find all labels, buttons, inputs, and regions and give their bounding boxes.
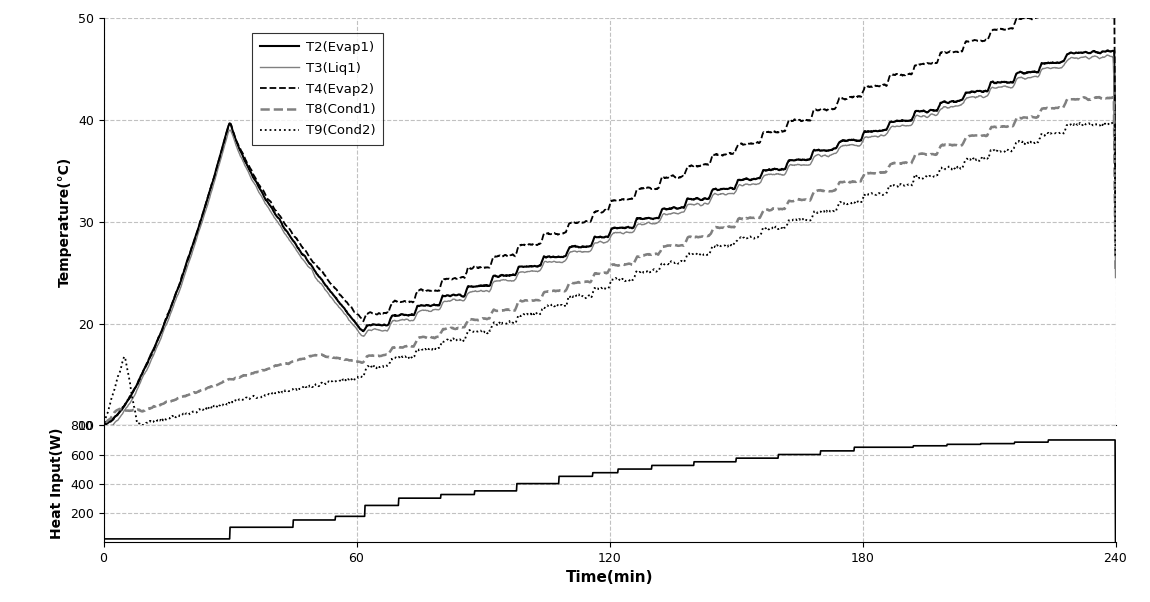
T8(Cond1) [555, 287, 569, 294]
X-axis label: Time(min): Time(min) [566, 570, 653, 585]
T9(Cond2) [953, 165, 967, 172]
Line: T9(Cond2): T9(Cond2) [104, 123, 1116, 476]
T9(Cond2) [207, 402, 221, 409]
T8(Cond1) [207, 382, 221, 389]
T3(Liq1) [175, 281, 189, 288]
T9(Cond2) [97, 472, 110, 479]
T3(Liq1) [97, 491, 110, 498]
T4(Evap2) [1109, 190, 1122, 197]
T2(Evap1) [124, 391, 138, 399]
T9(Cond2) [1109, 255, 1122, 262]
T3(Liq1) [1101, 51, 1114, 58]
T9(Cond2) [175, 411, 189, 418]
T2(Evap1) [175, 276, 189, 283]
T8(Cond1) [1109, 265, 1122, 273]
T3(Liq1) [1109, 274, 1122, 281]
T4(Evap2) [175, 274, 189, 281]
Line: T2(Evap1): T2(Evap1) [104, 51, 1116, 475]
T9(Cond2) [236, 396, 250, 403]
T4(Evap2) [953, 48, 967, 55]
T8(Cond1) [1092, 93, 1106, 101]
T2(Evap1) [207, 172, 221, 179]
Line: T8(Cond1): T8(Cond1) [104, 97, 1116, 476]
T3(Liq1) [953, 101, 967, 108]
T8(Cond1) [124, 407, 138, 414]
T3(Liq1) [124, 397, 138, 405]
T8(Cond1) [953, 142, 967, 149]
T2(Evap1) [236, 152, 250, 159]
Line: T3(Liq1): T3(Liq1) [104, 55, 1116, 494]
T9(Cond2) [124, 388, 138, 396]
T3(Liq1) [236, 157, 250, 164]
T2(Evap1) [555, 253, 569, 261]
T3(Liq1) [207, 178, 221, 185]
Legend: T2(Evap1), T3(Liq1), T4(Evap2), T8(Cond1), T9(Cond2): T2(Evap1), T3(Liq1), T4(Evap2), T8(Cond1… [252, 33, 383, 145]
T4(Evap2) [124, 391, 138, 398]
T9(Cond2) [555, 302, 569, 309]
T3(Liq1) [555, 259, 569, 266]
T4(Evap2) [236, 150, 250, 157]
T8(Cond1) [236, 372, 250, 379]
T2(Evap1) [953, 96, 967, 104]
T2(Evap1) [97, 471, 110, 479]
T4(Evap2) [555, 230, 569, 237]
T8(Cond1) [175, 393, 189, 400]
Y-axis label: Heat Input(W): Heat Input(W) [51, 428, 64, 539]
T9(Cond2) [1106, 119, 1120, 126]
T2(Evap1) [1109, 226, 1122, 233]
T8(Cond1) [97, 472, 110, 479]
T4(Evap2) [207, 172, 221, 179]
Y-axis label: Temperature(°C): Temperature(°C) [59, 157, 72, 287]
T2(Evap1) [1101, 47, 1114, 54]
Line: T4(Evap2): T4(Evap2) [104, 0, 1116, 476]
T4(Evap2) [97, 473, 110, 480]
